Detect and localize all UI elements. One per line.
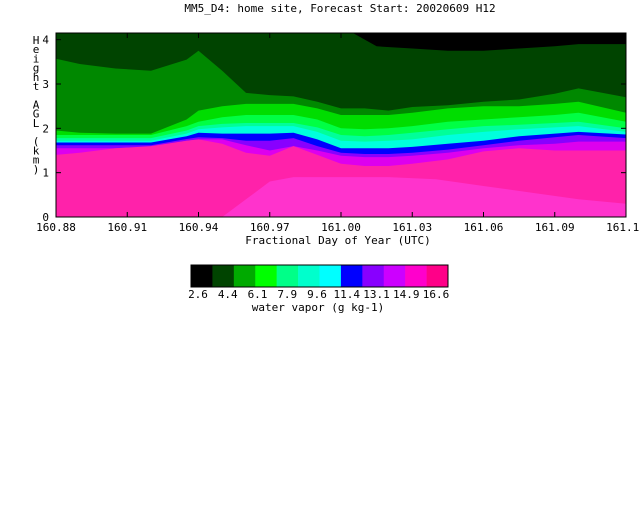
y-tick-label: 4 [42,34,49,47]
chart-title: MM5_D4: home site, Forecast Start: 20020… [184,2,495,15]
y-axis-label-char: g [33,62,40,75]
y-axis-label-char: m [33,154,40,167]
colorbar-tick-labels: 2.6 4.4 6.1 7.9 9.6 11.4 13.1 14.9 16.6 [188,288,449,301]
y-tick-label: 2 [42,122,49,135]
y-axis-label-char: t [33,80,40,93]
colorbar-swatch [298,265,320,287]
series-area-low [222,177,626,217]
y-axis-label-char: i [33,52,40,65]
x-tick-label: 161.12 [606,221,640,234]
x-tick-label: 161.03 [392,221,432,234]
colorbar-swatch [405,265,427,287]
x-axis-ticks: 160.88 160.91 160.94 160.97 161.00 161.03 161.… [36,33,640,234]
plot-area [55,32,627,218]
colorbar-swatch [319,265,342,287]
colorbar-tick-label: 6.1 [248,288,268,301]
y-axis-label-char: A [33,98,40,111]
colorbar-tick-label: 11.4 [334,288,361,301]
y-axis-ticks: 0 1 2 3 4 [42,34,626,224]
x-tick-label: 160.97 [250,221,290,234]
colorbar-swatch [212,265,235,287]
x-axis-label: Fractional Day of Year (UTC) [245,234,430,247]
y-axis-label-char: G [33,108,40,121]
y-axis-label-char: ( [33,135,40,148]
x-tick-label: 161.00 [321,221,361,234]
y-tick-label: 0 [42,211,49,224]
y-axis-label-char: L [33,117,40,130]
x-tick-label: 160.94 [179,221,219,234]
x-tick-label: 160.91 [107,221,147,234]
colorbar-frame [190,264,449,288]
colorbar-swatch [255,265,277,287]
colorbar-swatch [276,265,299,287]
colorbar-tick-label: 4.4 [218,288,238,301]
colorbar-tick-label: 2.6 [188,288,208,301]
colorbar-label: water vapor (g kg-1) [252,301,384,314]
y-axis-label-char: ) [33,163,40,176]
y-axis-label-char: h [33,71,40,84]
y-tick-label: 3 [42,78,49,91]
y-axis-label-char: k [33,144,40,157]
y-axis-label-char: e [33,43,40,56]
y-axis-label-char: H [33,34,40,47]
series-area-top [352,33,626,51]
x-tick-label: 160.88 [36,221,76,234]
colorbar-tick-label: 13.1 [363,288,390,301]
colorbar-swatch [362,265,385,287]
colorbar-tick-label: 9.6 [307,288,327,301]
colorbar-swatch [191,265,213,287]
y-tick-label: 1 [42,167,49,180]
colorbar-tick-label: 16.6 [423,288,450,301]
colorbar-swatch [340,265,363,287]
colorbar-swatch [383,265,406,287]
x-tick-label: 161.06 [464,221,504,234]
colorbar-tick-label: 14.9 [393,288,420,301]
x-tick-label: 161.09 [535,221,575,234]
colorbar [190,264,449,288]
colorbar-swatch [233,265,256,287]
colorbar-tick-label: 7.9 [277,288,297,301]
colorbar-swatch [426,265,449,287]
